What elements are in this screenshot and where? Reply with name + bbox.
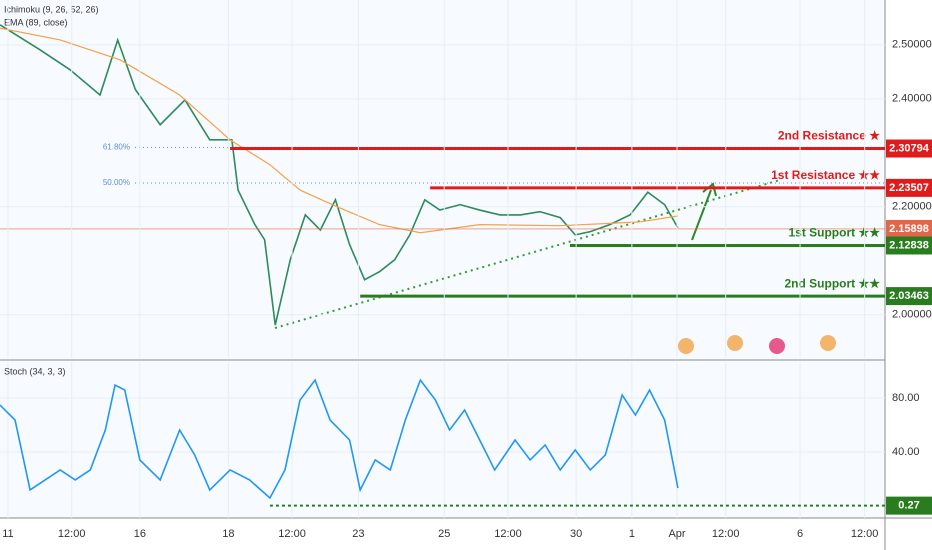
- trend-line: [274, 179, 781, 329]
- indicator-label: Ichimoku (9, 26, 52, 26): [4, 4, 99, 14]
- event-icon: [678, 338, 694, 354]
- level-tag-label: 2.12838: [889, 239, 929, 251]
- y-tick-label: 40.00: [892, 446, 920, 458]
- y-tick-label: 2.00000: [892, 309, 932, 321]
- series-line: [0, 378, 679, 500]
- plot-background: [0, 0, 885, 518]
- x-tick-label: 12:00: [494, 528, 522, 540]
- y-tick-label: 2.20000: [892, 201, 932, 213]
- x-tick-label: 12:00: [851, 528, 879, 540]
- level-tag-label: 2.23507: [889, 182, 929, 194]
- price-tag-label: 2.15898: [889, 223, 929, 235]
- level-tag: [886, 236, 932, 255]
- level-name: 2nd Support ★★: [784, 276, 880, 290]
- x-tick-label: 1: [629, 528, 635, 540]
- level-tag-label: 0.27: [898, 500, 919, 512]
- y-tick-label: 2.50000: [892, 39, 932, 51]
- x-tick-label: Apr: [668, 528, 685, 540]
- x-tick-label: 25: [438, 528, 450, 540]
- indicator-label: EMA (89, close): [4, 17, 68, 27]
- level-name: 2nd Resistance ★: [778, 129, 880, 143]
- x-tick-label: 12:00: [712, 528, 740, 540]
- event-icon: [727, 335, 743, 351]
- x-tick-label: 16: [134, 528, 146, 540]
- level-tag-label: 2.03463: [889, 290, 929, 302]
- y-tick-label: 80.00: [892, 392, 920, 404]
- x-tick-label: 23: [352, 528, 364, 540]
- series-line: [0, 27, 679, 234]
- x-tick-label: 12:00: [278, 528, 306, 540]
- level-tag: [886, 178, 932, 197]
- event-icon: [769, 338, 785, 354]
- level-tag-label: 2.30794: [889, 142, 930, 154]
- fib-label: 61.80%: [103, 143, 130, 152]
- x-tick-label: 18: [222, 528, 234, 540]
- level-name: 1st Support ★★: [788, 226, 880, 240]
- x-tick-label: 30: [570, 528, 582, 540]
- x-tick-label: 11: [2, 528, 13, 540]
- series-line: [0, 24, 679, 326]
- price-tag: [886, 219, 932, 238]
- x-tick-label: 6: [797, 528, 803, 540]
- event-icons: [678, 335, 836, 354]
- arrow-shaft: [691, 189, 712, 241]
- fib-label: 50.00%: [103, 178, 130, 187]
- y-tick-label: 2.40000: [892, 93, 932, 105]
- x-tick-label: 12:00: [58, 528, 86, 540]
- indicator-label: Stoch (34, 3, 3): [4, 366, 66, 376]
- level-tag: [886, 139, 932, 158]
- level-tag: [886, 496, 932, 515]
- event-icon: [820, 335, 836, 351]
- level-name: 1st Resistance ★★: [771, 168, 880, 182]
- level-tag: [886, 287, 932, 306]
